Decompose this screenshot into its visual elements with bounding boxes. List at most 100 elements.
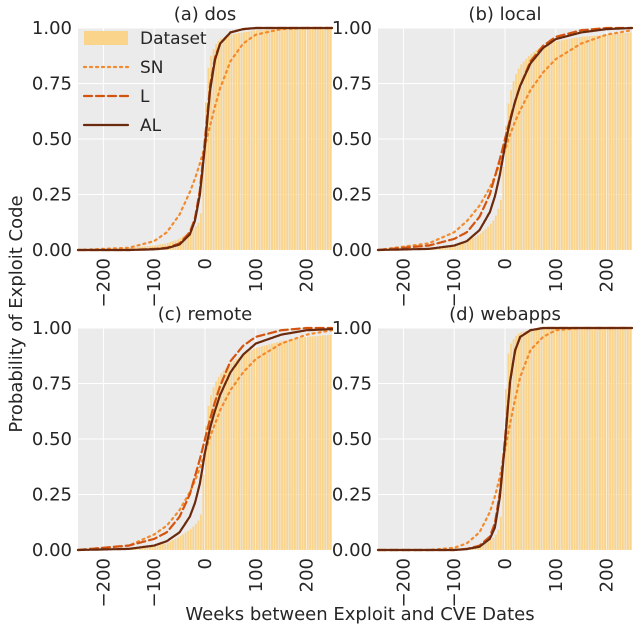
dataset-bar (525, 331, 528, 550)
dataset-bar (484, 542, 487, 550)
dataset-bar (199, 213, 202, 250)
dataset-bar (136, 247, 139, 250)
dataset-bar (133, 247, 136, 250)
dataset-bar (538, 329, 540, 550)
dataset-bar (586, 328, 589, 550)
dataset-bar (563, 39, 566, 251)
dataset-bar (271, 29, 273, 250)
dataset-bars (78, 334, 332, 550)
dataset-bar (624, 328, 627, 550)
dataset-bar (210, 395, 213, 550)
dataset-bar (205, 425, 207, 550)
dataset-bar (230, 34, 233, 250)
dataset-bar (474, 236, 477, 250)
dataset-bar (245, 352, 248, 550)
dataset-bar (606, 34, 609, 251)
y-tick-label: 1.00 (32, 318, 72, 339)
dataset-bar (164, 243, 167, 250)
dataset-bar (494, 534, 497, 550)
dataset-bar (235, 33, 238, 250)
dataset-bar (319, 28, 322, 250)
dataset-bar (456, 244, 459, 250)
legend-label: AL (140, 116, 162, 136)
dataset-bar (583, 36, 586, 251)
dataset-bar (560, 328, 563, 550)
dataset-bar (306, 336, 309, 550)
dataset-bar (581, 36, 584, 251)
dataset-bar (324, 28, 327, 250)
dataset-bar (543, 328, 546, 550)
dataset-bar (321, 335, 324, 550)
legend-label: SN (140, 58, 164, 78)
dataset-bar (568, 38, 571, 251)
y-tick-label: 0.50 (332, 429, 372, 450)
dataset-bar (459, 243, 462, 250)
dataset-bar (240, 355, 243, 550)
dataset-bar (449, 245, 452, 250)
dataset-bar (268, 344, 271, 550)
x-tick-label: −200 (393, 258, 414, 307)
dataset-bars (428, 328, 632, 550)
dataset-bar (187, 233, 190, 250)
y-tick-label: 0.75 (332, 374, 372, 395)
y-tick-label: 0.75 (32, 74, 72, 95)
dataset-bar (202, 166, 205, 250)
dataset-bar (517, 68, 520, 250)
legend-label: Dataset (140, 29, 207, 49)
dataset-bar (304, 28, 306, 251)
dataset-bar (151, 245, 154, 250)
dataset-bar (560, 40, 563, 251)
dataset-bar (555, 41, 558, 251)
dataset-bar (520, 64, 523, 250)
dataset-bar (286, 28, 289, 250)
dataset-bar (593, 328, 596, 550)
dataset-bar (301, 28, 304, 250)
dataset-bar (629, 32, 632, 251)
dataset-bar (304, 337, 306, 550)
dataset-bar (276, 29, 279, 250)
dataset-bar (238, 33, 240, 250)
dataset-bar (568, 328, 571, 550)
dataset-bar (301, 337, 304, 550)
dataset-bar (225, 367, 228, 550)
y-tick-label: 0.00 (32, 540, 72, 561)
dataset-bar (626, 32, 629, 251)
dataset-bar (199, 514, 202, 550)
dataset-bar (591, 35, 594, 251)
dataset-bar (515, 74, 518, 250)
dataset-bar (144, 246, 146, 250)
dataset-bar (578, 328, 581, 550)
legend-swatch-dataset (84, 31, 128, 45)
dataset-bar (169, 541, 172, 550)
dataset-bar (441, 246, 444, 250)
dataset-bar (250, 349, 253, 550)
dataset-bar (479, 545, 482, 550)
dataset-bar (535, 50, 538, 251)
dataset-bar (548, 43, 551, 250)
y-tick-label: 0.75 (32, 374, 72, 395)
dataset-bar (329, 334, 332, 550)
dataset-bar (621, 33, 624, 251)
dataset-bar (586, 36, 589, 251)
dataset-bar (596, 35, 599, 251)
dataset-bar (538, 48, 540, 251)
legend-label: L (140, 87, 150, 107)
series-al-line (76, 26, 334, 252)
dataset-bar (487, 541, 490, 550)
dataset-bar (184, 532, 187, 550)
dataset-bar (217, 40, 220, 250)
x-tick-label: 0 (495, 558, 516, 569)
dataset-bar (598, 328, 601, 550)
dataset-bar (319, 335, 322, 550)
dataset-bar (166, 542, 169, 550)
dataset-bar (510, 343, 513, 550)
dataset-bar (288, 339, 291, 550)
panel-title: (c) remote (158, 304, 252, 325)
panel-title: (b) local (468, 4, 541, 25)
dataset-bar (265, 344, 268, 550)
dataset-bar (255, 30, 258, 250)
dataset-bar (550, 42, 553, 250)
y-tick-label: 1.00 (32, 18, 72, 39)
dataset-bar (616, 328, 619, 550)
x-tick-label: 0 (195, 258, 216, 269)
